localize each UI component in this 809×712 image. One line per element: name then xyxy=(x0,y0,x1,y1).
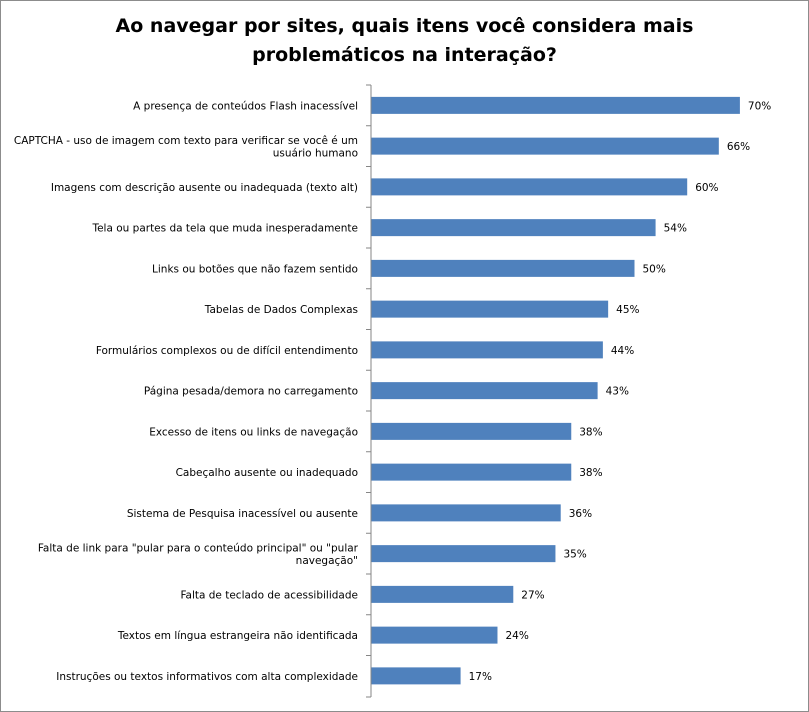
data-label: 17% xyxy=(469,671,492,683)
bar xyxy=(371,96,740,114)
bar xyxy=(371,259,635,277)
category-label: A presença de conteúdos Flash inacessíve… xyxy=(133,100,358,112)
chart-title-line-1: Ao navegar por sites, quais itens você c… xyxy=(115,15,694,37)
category-label: CAPTCHA - uso de imagem com texto para v… xyxy=(14,135,358,147)
bar xyxy=(371,178,688,196)
category-label: Tabelas de Dados Complexas xyxy=(204,304,358,316)
data-label: 38% xyxy=(579,467,602,479)
category-label: Falta de link para "pular para o conteúd… xyxy=(38,542,359,554)
chart-title: Ao navegar por sites, quais itens você c… xyxy=(0,12,809,70)
data-label: 27% xyxy=(521,589,544,601)
bar xyxy=(371,422,572,440)
data-label: 36% xyxy=(569,508,592,520)
data-label: 66% xyxy=(727,141,750,153)
bar xyxy=(371,667,461,685)
category-label: Cabeçalho ausente ou inadequado xyxy=(176,467,358,479)
category-label: Tela ou partes da tela que muda inespera… xyxy=(91,223,358,235)
bar xyxy=(371,545,556,563)
bar xyxy=(371,626,498,644)
data-label: 70% xyxy=(748,100,771,112)
bar xyxy=(371,463,572,481)
data-label: 54% xyxy=(664,223,687,235)
category-label: Imagens com descrição ausente ou inadequ… xyxy=(51,182,358,194)
category-label: Página pesada/demora no carregamento xyxy=(144,386,358,398)
data-label: 60% xyxy=(695,182,718,194)
category-label: Sistema de Pesquisa inacessível ou ausen… xyxy=(127,508,358,520)
data-label: 35% xyxy=(563,549,586,561)
category-label: Falta de teclado de acessibilidade xyxy=(180,589,358,601)
data-label: 45% xyxy=(616,304,639,316)
category-label: Textos em língua estrangeira não identif… xyxy=(117,630,358,642)
category-label: Formulários complexos ou de difícil ente… xyxy=(96,345,358,357)
bar xyxy=(371,219,656,237)
data-label: 50% xyxy=(643,263,666,275)
data-label: 43% xyxy=(606,386,629,398)
category-label: usuário humano xyxy=(273,147,358,159)
category-label: Excesso de itens ou links de navegação xyxy=(149,426,358,438)
chart-title-line-2: problemáticos na interação? xyxy=(252,44,557,66)
bar xyxy=(371,341,603,359)
bar xyxy=(371,300,609,318)
bar xyxy=(371,504,561,522)
category-label: navegação" xyxy=(296,555,358,567)
category-label: Instruções ou textos informativos com al… xyxy=(56,671,358,683)
bar xyxy=(371,382,598,400)
category-label: Links ou botões que não fazem sentido xyxy=(152,263,358,275)
data-label: 38% xyxy=(579,426,602,438)
bar xyxy=(371,585,514,603)
data-label: 44% xyxy=(611,345,634,357)
data-label: 24% xyxy=(505,630,528,642)
bar xyxy=(371,137,719,155)
